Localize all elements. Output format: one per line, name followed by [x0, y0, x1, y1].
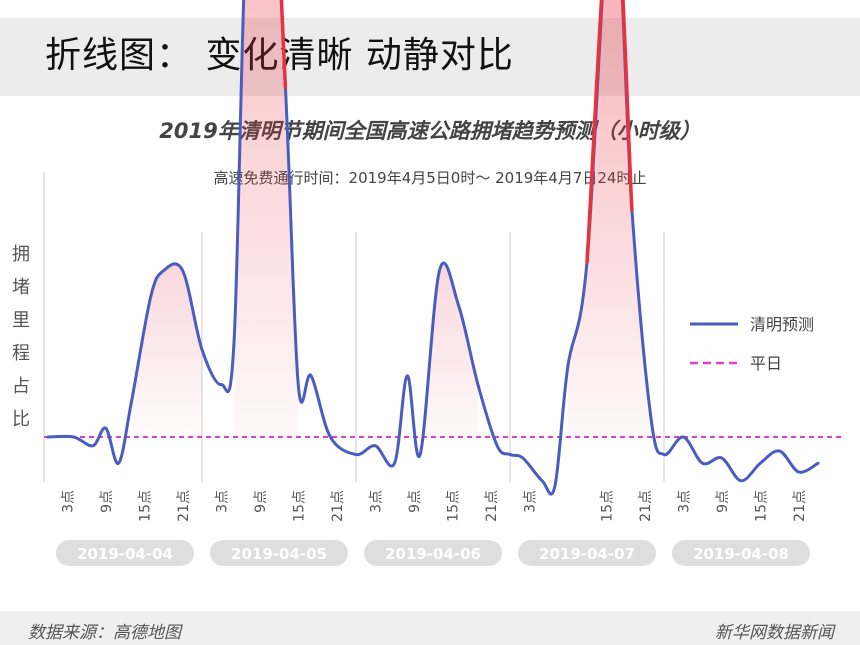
- peak-highlight-return: [585, 0, 634, 264]
- x-tick-label: 15点: [445, 490, 461, 522]
- x-tick-label: 15点: [753, 490, 769, 522]
- data-point: [496, 445, 498, 447]
- x-tick-label: 21点: [330, 490, 346, 522]
- data-point: [419, 454, 421, 456]
- data-point: [554, 485, 556, 487]
- footer-bar: [0, 611, 860, 645]
- data-point: [740, 480, 742, 482]
- data-point: [394, 462, 396, 464]
- data-source-note: 数据来源：高德地图: [28, 623, 181, 643]
- data-point: [163, 270, 165, 272]
- x-tick-label: 15点: [291, 490, 307, 522]
- data-point: [586, 261, 588, 263]
- data-point: [182, 270, 184, 272]
- publisher-credit: 新华网数据新闻: [715, 623, 834, 643]
- data-point: [131, 401, 133, 403]
- x-tick-label: 3点: [368, 490, 384, 513]
- x-tick-label: 9点: [253, 490, 269, 513]
- y-axis-label: 拥堵里程占比: [12, 244, 30, 430]
- data-point: [702, 462, 704, 464]
- date-pill-label: 2019-04-07: [539, 545, 635, 563]
- data-point: [650, 419, 652, 421]
- date-pill: [56, 540, 194, 566]
- data-point: [105, 427, 107, 429]
- date-pill-label: 2019-04-06: [385, 545, 481, 563]
- x-tick-label: 15点: [599, 490, 615, 522]
- x-tick-label: 3点: [214, 490, 230, 513]
- area-fill-outbound-peak: [234, 0, 299, 437]
- data-point: [220, 384, 222, 386]
- data-point: [118, 462, 120, 464]
- slide-title-bar: [0, 18, 860, 96]
- data-point: [150, 296, 152, 298]
- data-point: [233, 340, 235, 342]
- data-point: [47, 436, 49, 438]
- data-point: [310, 375, 312, 377]
- data-point: [682, 436, 684, 438]
- chart-subtitle: 高速免费通行时间：2019年4月5日0时～ 2019年4月7日24时止: [213, 169, 647, 187]
- data-point: [522, 457, 524, 459]
- x-tick-label: 9点: [99, 490, 115, 513]
- data-point: [458, 305, 460, 307]
- x-tick-label: 21点: [638, 490, 654, 522]
- data-point: [330, 436, 332, 438]
- x-tick-label: 15点: [137, 490, 153, 522]
- data-point: [817, 462, 819, 464]
- x-tick-label: 9点: [407, 490, 423, 513]
- date-pill: [364, 540, 502, 566]
- date-pill: [210, 540, 348, 566]
- date-pill-label: 2019-04-05: [231, 545, 327, 563]
- x-tick-label: 21点: [176, 490, 192, 522]
- series-line-qingming: [46, 0, 820, 496]
- data-point: [779, 450, 781, 452]
- data-point: [759, 462, 761, 464]
- data-point: [297, 384, 299, 386]
- data-point: [631, 209, 633, 211]
- date-pill: [518, 540, 656, 566]
- date-pill: [672, 540, 810, 566]
- x-tick-label: 21点: [484, 490, 500, 522]
- data-point: [439, 270, 441, 272]
- data-point: [285, 86, 287, 88]
- data-point: [663, 454, 665, 456]
- data-point: [509, 454, 511, 456]
- data-point: [721, 457, 723, 459]
- date-pill-label: 2019-04-08: [693, 545, 789, 563]
- data-point: [201, 349, 203, 351]
- date-pill-label: 2019-04-04: [77, 545, 173, 563]
- data-point: [73, 436, 75, 438]
- x-tick-label: 9点: [715, 490, 731, 513]
- data-point: [374, 445, 376, 447]
- data-point: [798, 471, 800, 473]
- x-tick-label: 3点: [676, 490, 692, 513]
- x-tick-label: 3点: [60, 490, 76, 513]
- legend-label-weekday: 平日: [750, 354, 782, 373]
- data-point: [567, 366, 569, 368]
- area-fill-return-peak: [567, 0, 652, 437]
- x-tick-label: 3点: [522, 490, 538, 513]
- data-point: [92, 445, 94, 447]
- data-point: [541, 480, 543, 482]
- data-point: [407, 375, 409, 377]
- x-tick-label: 21点: [792, 490, 808, 522]
- data-point: [355, 454, 357, 456]
- data-point: [477, 384, 479, 386]
- legend-label-qingming: 清明预测: [750, 315, 814, 334]
